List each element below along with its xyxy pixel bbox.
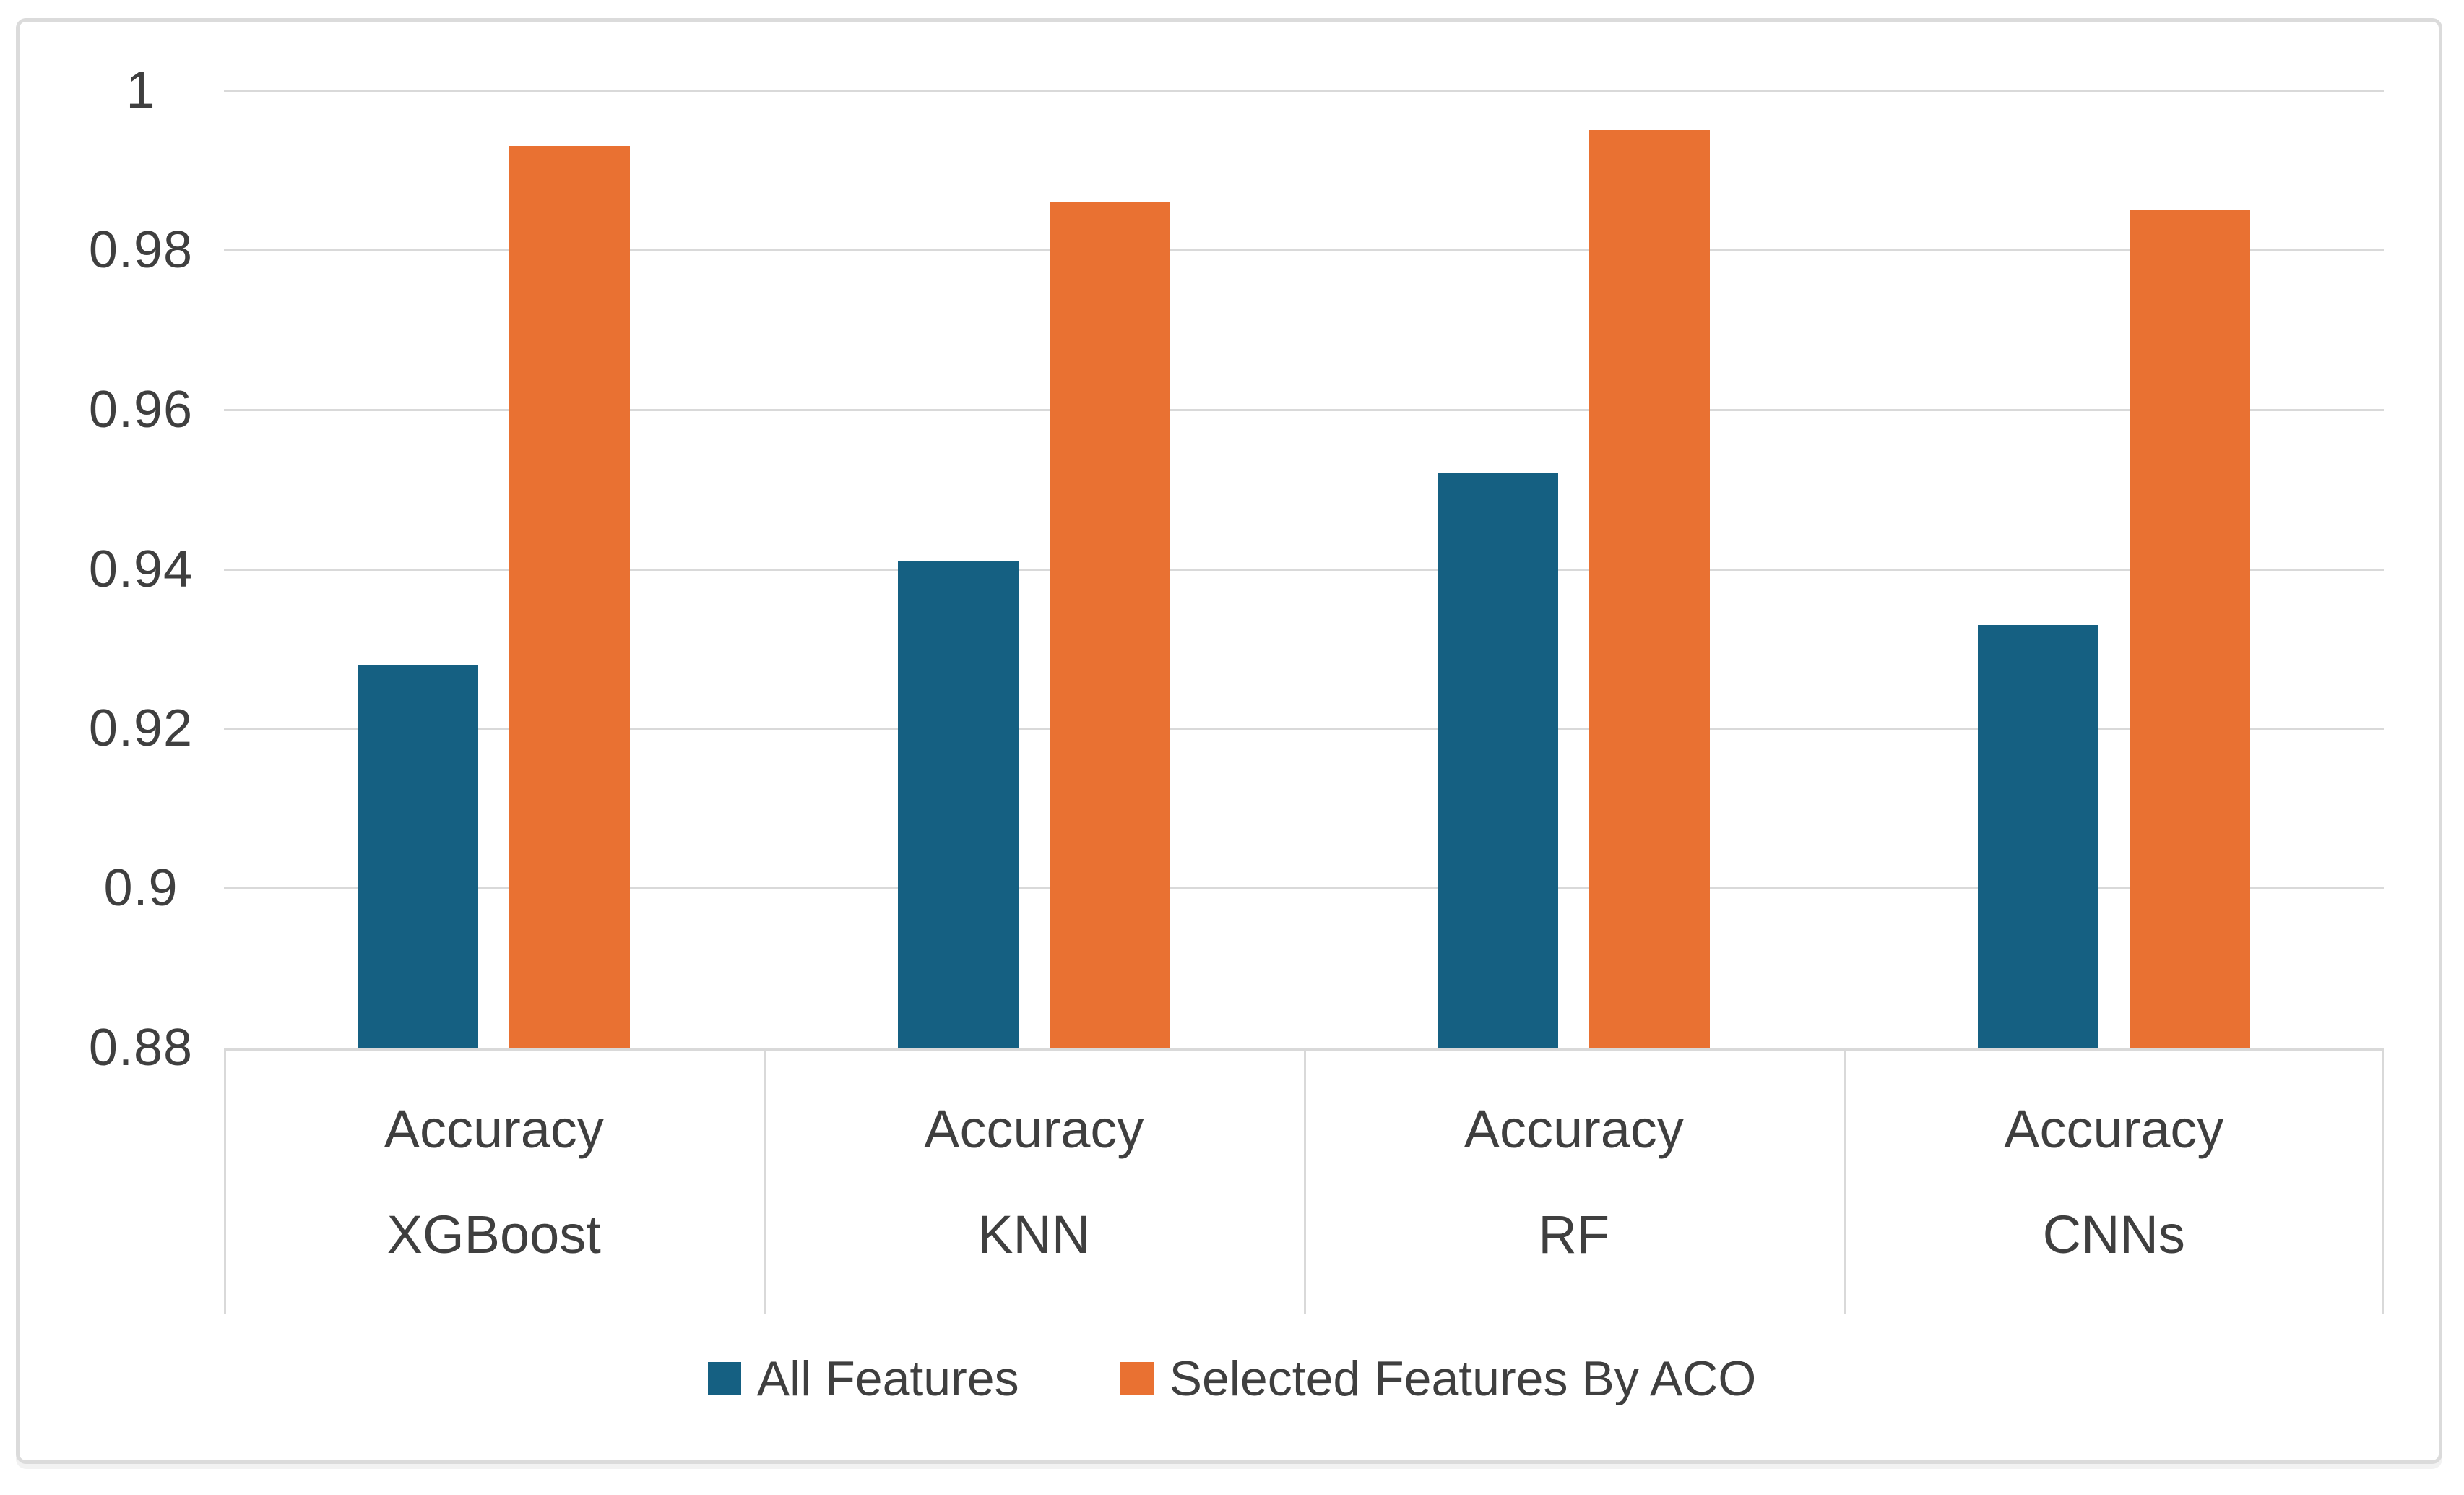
- bar-knn-selected-features: [1049, 202, 1170, 1048]
- category-metric-label: Accuracy: [384, 1099, 604, 1159]
- category-separator: [1843, 1051, 1846, 1314]
- legend-swatch-selected-features-by-aco: [1120, 1362, 1154, 1395]
- y-axis-tick-label: 0.98: [88, 220, 194, 279]
- bar-xgboost-all-features: [358, 665, 479, 1048]
- category-separator: [764, 1051, 766, 1314]
- y-axis-tick-label: 0.92: [88, 699, 194, 758]
- category-cell-cnns: Accuracy CNNs: [1844, 1051, 2385, 1314]
- bar-rf-all-features: [1438, 473, 1559, 1048]
- bar-xgboost-selected-features: [509, 146, 631, 1048]
- gridline: [224, 887, 2384, 890]
- legend: All Features Selected Features By ACO: [0, 1351, 2464, 1406]
- legend-swatch-all-features: [707, 1362, 741, 1395]
- category-metric-label: Accuracy: [1464, 1099, 1684, 1159]
- bar-cnns-all-features: [1977, 624, 2098, 1048]
- category-separator: [224, 1051, 226, 1314]
- gridline: [224, 568, 2384, 571]
- legend-item-all-features: All Features: [707, 1351, 1019, 1406]
- category-axis-table: Accuracy XGBoost Accuracy KNN Accuracy RF Accu…: [224, 1048, 2384, 1314]
- legend-label-selected-features-by-aco: Selected Features By ACO: [1169, 1351, 1757, 1406]
- gridline: [224, 728, 2384, 731]
- legend-item-selected-features-by-aco: Selected Features By ACO: [1120, 1351, 1757, 1406]
- category-cell-knn: Accuracy KNN: [764, 1051, 1305, 1314]
- bar-knn-all-features: [897, 561, 1019, 1048]
- y-axis-tick-label: 0.94: [88, 540, 194, 598]
- category-cell-rf: Accuracy RF: [1304, 1051, 1844, 1314]
- gridline: [224, 90, 2384, 92]
- category-separator: [2382, 1051, 2384, 1314]
- category-metric-label: Accuracy: [2004, 1099, 2224, 1159]
- category-metric-label: Accuracy: [924, 1099, 1144, 1159]
- y-axis-tick-label: 0.96: [88, 380, 194, 439]
- bar-cnns-selected-features: [2129, 210, 2250, 1048]
- gridline: [224, 249, 2384, 251]
- category-model-label: KNN: [977, 1205, 1091, 1264]
- legend-label-all-features: All Features: [756, 1351, 1019, 1406]
- category-model-label: XGBoost: [386, 1205, 601, 1264]
- category-cell-xgboost: Accuracy XGBoost: [224, 1051, 764, 1314]
- y-axis-tick-label: 1: [126, 61, 156, 119]
- category-model-label: RF: [1538, 1205, 1610, 1264]
- y-axis-tick-label: 0.9: [103, 859, 178, 918]
- category-model-label: CNNs: [2042, 1205, 2185, 1264]
- gridline: [224, 408, 2384, 411]
- category-separator: [1304, 1051, 1306, 1314]
- bar-rf-selected-features: [1589, 130, 1711, 1048]
- y-axis-tick-label: 0.88: [88, 1019, 194, 1077]
